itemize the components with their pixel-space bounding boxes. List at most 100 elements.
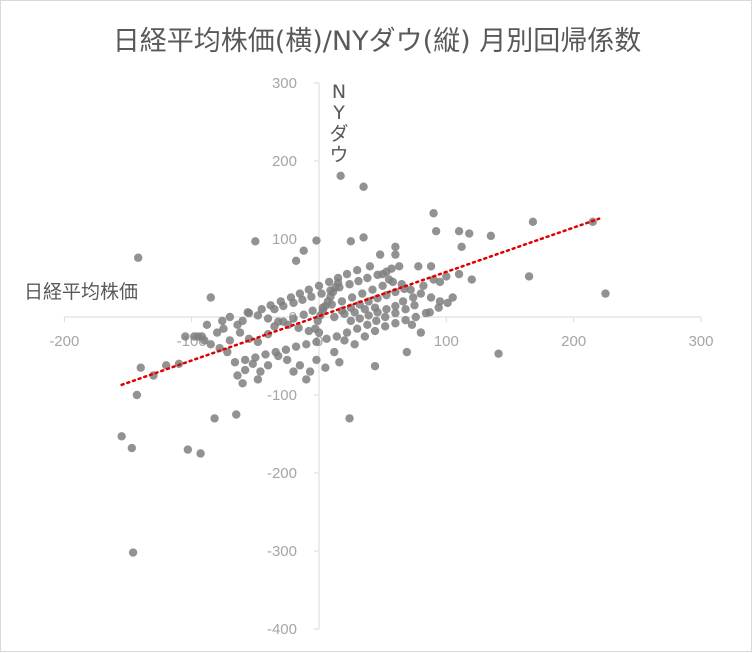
data-point: [381, 322, 390, 331]
data-point: [406, 285, 415, 294]
data-point: [314, 281, 324, 290]
axes: [63, 82, 702, 630]
data-point: [206, 340, 215, 349]
data-point: [243, 308, 252, 317]
data-point: [307, 292, 316, 301]
data-point: [337, 297, 347, 306]
data-point: [238, 379, 247, 388]
y-tick-label: -100: [267, 387, 297, 404]
data-point: [253, 311, 263, 320]
y-tick-label: 200: [272, 153, 297, 170]
data-point: [282, 355, 292, 365]
data-point: [368, 285, 377, 294]
data-point: [388, 277, 398, 287]
data-point: [256, 367, 265, 376]
data-point: [335, 358, 344, 367]
data-point: [335, 283, 344, 292]
data-point: [261, 350, 270, 359]
data-point: [218, 316, 227, 326]
data-point: [233, 371, 242, 380]
x-tick-label: 100: [434, 333, 459, 350]
data-point: [202, 320, 212, 329]
data-point: [200, 336, 209, 345]
data-point: [431, 227, 441, 236]
chart-title: 日経平均株価(横)/NYダウ(縦) 月別回帰係数: [112, 26, 642, 57]
data-point: [336, 171, 345, 181]
data-point: [352, 266, 362, 275]
data-point: [359, 233, 368, 242]
data-point: [240, 355, 250, 365]
data-point: [448, 293, 457, 302]
data-point: [225, 312, 235, 322]
data-point: [457, 242, 466, 251]
data-point: [426, 262, 436, 271]
data-point: [434, 303, 443, 312]
trendline-line: [120, 217, 601, 387]
data-point: [363, 320, 372, 329]
data-point: [305, 367, 315, 376]
data-point: [324, 277, 334, 287]
data-point: [289, 367, 298, 376]
data-point: [429, 209, 438, 218]
data-point: [332, 332, 342, 341]
data-point: [330, 312, 339, 322]
data-point: [355, 314, 364, 323]
data-point: [291, 256, 301, 266]
data-point: [347, 293, 357, 302]
data-point: [346, 237, 356, 246]
data-point: [321, 363, 330, 372]
data-point: [251, 237, 260, 246]
data-point: [212, 328, 222, 337]
data-point: [289, 314, 298, 323]
data-point: [346, 316, 356, 326]
data-point: [465, 229, 474, 238]
data-point: [299, 246, 308, 255]
data-point: [364, 311, 373, 320]
data-point: [345, 414, 354, 423]
data-point: [360, 332, 370, 341]
data-point: [365, 262, 375, 271]
data-point: [340, 309, 349, 319]
y-tick-label: -200: [267, 465, 297, 482]
data-point: [298, 295, 307, 305]
data-point: [181, 332, 190, 341]
data-point: [419, 281, 428, 290]
data-point: [299, 310, 308, 319]
data-point: [354, 276, 363, 286]
data-point: [601, 289, 610, 298]
data-point: [128, 548, 138, 557]
data-point: [196, 449, 205, 458]
data-point: [443, 298, 452, 308]
y-axis-label-char: N: [332, 81, 346, 103]
data-point: [232, 410, 241, 419]
data-point: [401, 305, 410, 314]
data-point: [127, 443, 137, 453]
data-point: [494, 349, 503, 358]
data-point: [219, 324, 228, 333]
data-point: [410, 301, 419, 310]
data-point: [425, 308, 434, 317]
data-point: [528, 217, 538, 227]
data-point: [429, 275, 438, 284]
y-axis-label: NYダウ: [329, 81, 348, 166]
data-point: [454, 269, 464, 279]
data-point: [409, 293, 418, 302]
data-point: [317, 289, 326, 298]
data-point: [391, 301, 400, 311]
y-tick-label: 300: [272, 75, 297, 92]
y-axis-label-char: ダ: [329, 123, 348, 145]
data-point: [416, 328, 426, 337]
data-point: [302, 375, 311, 384]
data-point: [136, 363, 145, 372]
data-point: [342, 269, 352, 279]
data-point: [373, 270, 382, 280]
y-tick-label: 100: [272, 231, 297, 248]
data-point: [253, 375, 263, 384]
data-point: [382, 305, 391, 314]
data-point: [257, 305, 266, 314]
data-point: [289, 298, 298, 308]
data-point: [225, 336, 235, 345]
data-point: [263, 314, 273, 323]
